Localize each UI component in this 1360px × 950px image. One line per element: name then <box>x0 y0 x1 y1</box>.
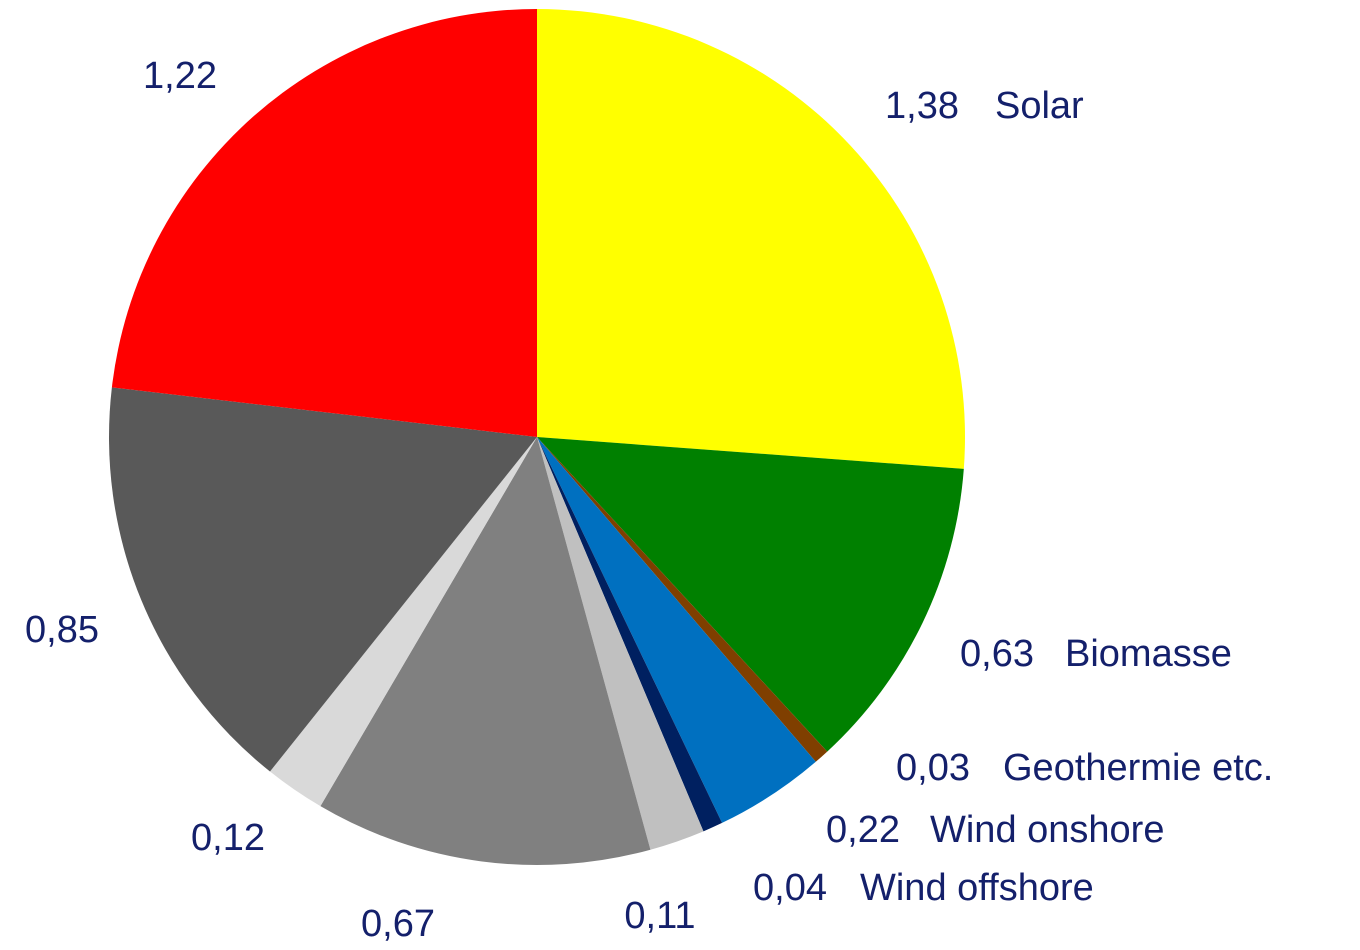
pie-slice <box>111 9 538 437</box>
pie-slice <box>320 437 651 865</box>
category-label: Wind onshore <box>930 809 1164 851</box>
value-label: 1,22 <box>143 55 217 97</box>
value-label: 0,67 <box>361 903 435 945</box>
value-label: 0,85 <box>25 609 99 651</box>
value-label: 0,63 <box>960 633 1034 675</box>
pie-slice <box>537 437 723 832</box>
category-label: Biomasse <box>1065 633 1232 675</box>
value-label: 0,11 <box>624 895 695 937</box>
value-label: 0,22 <box>826 809 900 851</box>
value-label: 0,12 <box>191 817 265 859</box>
category-label: Geothermie etc. <box>1003 747 1273 789</box>
pie-slice <box>537 437 964 752</box>
value-label: 0,04 <box>753 867 827 909</box>
pie-slice <box>537 437 704 850</box>
value-label: 1,38 <box>885 85 959 127</box>
pie-slice <box>537 9 965 469</box>
pie-slice <box>537 437 816 823</box>
pie-slice <box>537 437 828 762</box>
pie-slice <box>270 437 537 807</box>
value-label: 0,03 <box>896 747 970 789</box>
category-label: Wind offshore <box>860 867 1094 909</box>
category-label: Solar <box>995 85 1084 127</box>
pie-slice <box>109 387 537 772</box>
